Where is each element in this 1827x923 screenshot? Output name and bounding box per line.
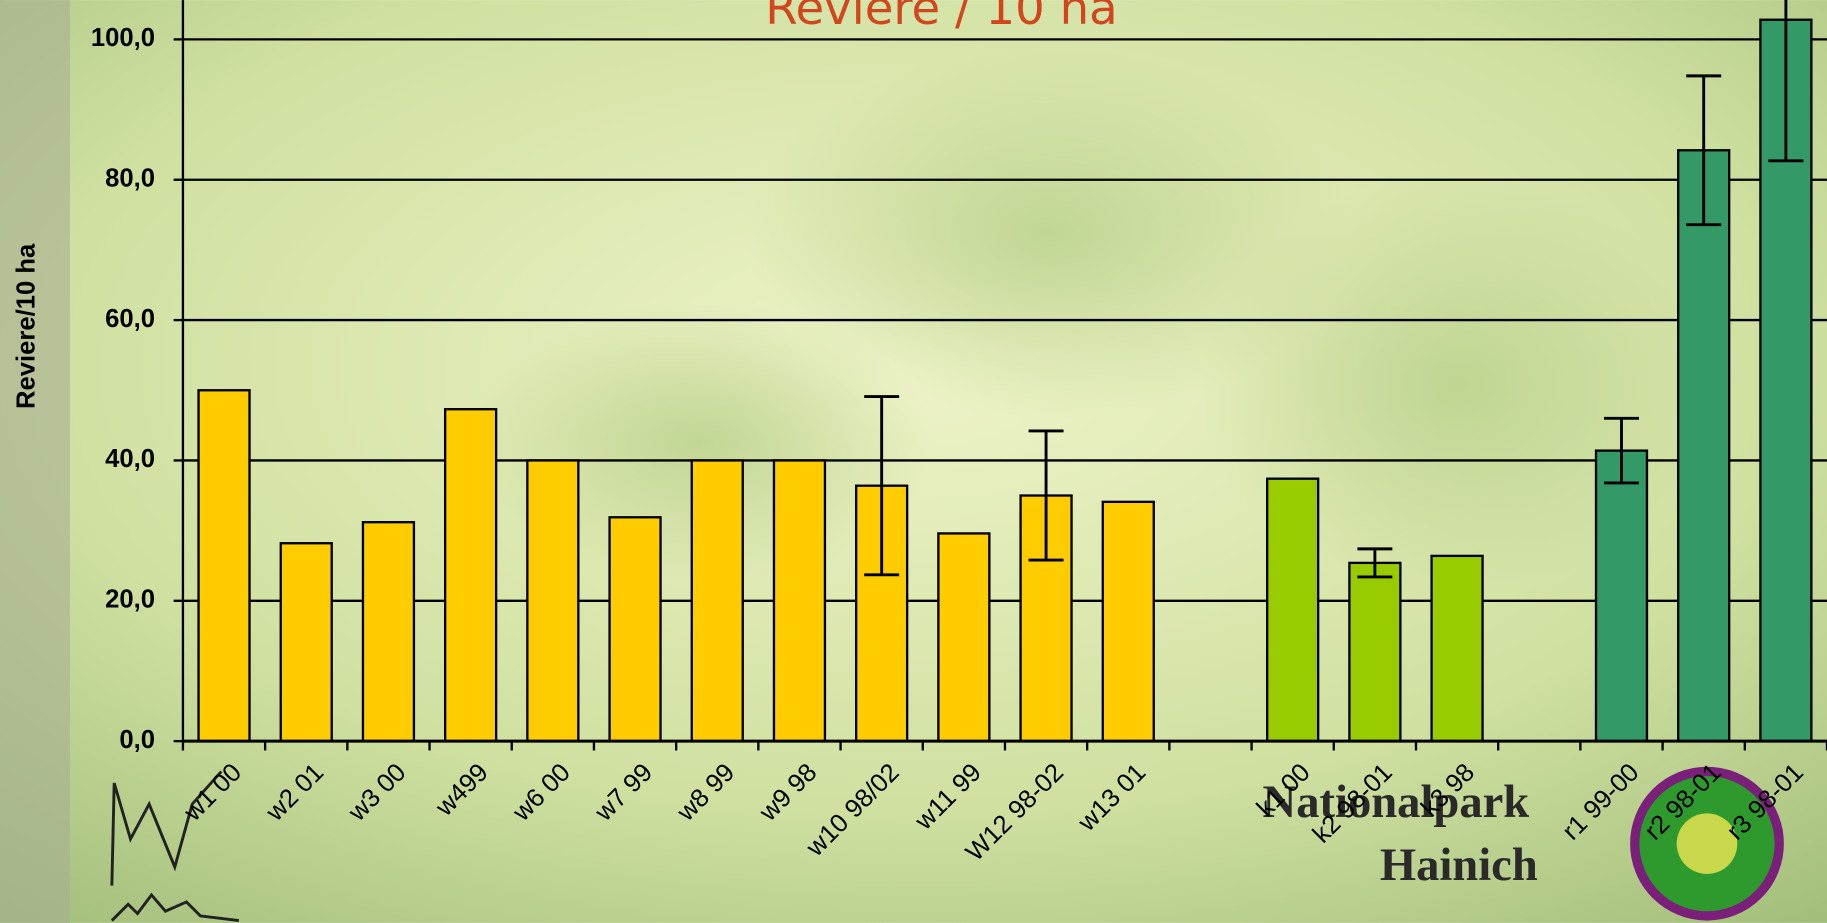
bar <box>1266 477 1320 743</box>
bar <box>690 459 744 743</box>
y-axis-label: Reviere/10 ha <box>13 243 41 409</box>
logo-sketch <box>110 770 240 923</box>
y-tick-label: 100,0 <box>91 24 155 52</box>
bar <box>279 542 333 743</box>
bar <box>197 389 251 743</box>
bar <box>772 459 827 743</box>
y-tick-label: 40,0 <box>105 445 155 473</box>
logo-inner <box>1676 813 1738 874</box>
bar <box>361 521 416 743</box>
leaves <box>745 46 1352 420</box>
y-tick-label: 60,0 <box>105 305 155 333</box>
annotation: Hainich <box>1380 839 1538 891</box>
bar <box>1594 449 1649 743</box>
bar <box>1430 554 1484 743</box>
bar <box>443 408 498 743</box>
chart-title: Reviere / 10 ha <box>765 0 1117 35</box>
bar <box>526 459 580 743</box>
tree-trunk <box>0 0 70 923</box>
y-tick-label: 20,0 <box>105 586 155 614</box>
bar <box>937 532 991 743</box>
bar <box>1677 149 1731 743</box>
bar <box>1348 561 1402 743</box>
bar <box>1101 500 1155 743</box>
y-tick-label: 0,0 <box>119 726 155 754</box>
bar <box>608 516 662 743</box>
annotation: Nationalpark <box>1263 776 1530 828</box>
leaves <box>1200 174 1713 595</box>
y-tick-label: 80,0 <box>105 165 155 193</box>
